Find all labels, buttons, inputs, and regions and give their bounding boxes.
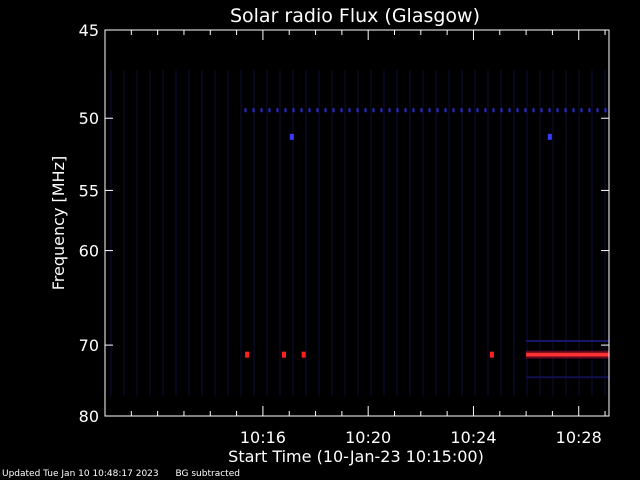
x-tick-label: 10:16 bbox=[240, 428, 286, 447]
chart-title: Solar radio Flux (Glasgow) bbox=[230, 5, 480, 27]
signal-spot bbox=[547, 133, 552, 140]
y-tick-label: 55 bbox=[79, 181, 99, 200]
signal-spot bbox=[301, 351, 306, 358]
signal-spot bbox=[281, 351, 286, 358]
signal-spot bbox=[289, 133, 294, 140]
footer: Updated Tue Jan 10 10:48:17 2023 BG subt… bbox=[2, 469, 240, 479]
x-tick-label: 10:28 bbox=[556, 428, 602, 447]
x-tick-label: 10:20 bbox=[345, 428, 391, 447]
signal-spot bbox=[489, 351, 494, 358]
x-tick-label: 10:24 bbox=[450, 428, 496, 447]
x-axis: 10:16 10:20 10:24 10:28 bbox=[104, 30, 606, 447]
x-axis-label: Start Time (10-Jan-23 10:15:00) bbox=[228, 447, 484, 466]
y-tick-label: 60 bbox=[79, 242, 99, 261]
y-tick-label: 80 bbox=[79, 407, 99, 426]
y-tick-label: 70 bbox=[79, 336, 99, 355]
y-axis: 45 50 55 60 70 80 bbox=[79, 21, 609, 426]
spectrogram-features bbox=[110, 70, 609, 396]
updated-timestamp: Updated Tue Jan 10 10:48:17 2023 bbox=[2, 469, 159, 479]
y-tick-label: 50 bbox=[79, 109, 99, 128]
signal-spot bbox=[245, 351, 250, 358]
y-axis-label: Frequency [MHz] bbox=[49, 156, 68, 290]
plot-frame bbox=[104, 29, 610, 417]
background-note: BG subtracted bbox=[175, 469, 240, 479]
y-tick-label: 45 bbox=[79, 21, 99, 40]
